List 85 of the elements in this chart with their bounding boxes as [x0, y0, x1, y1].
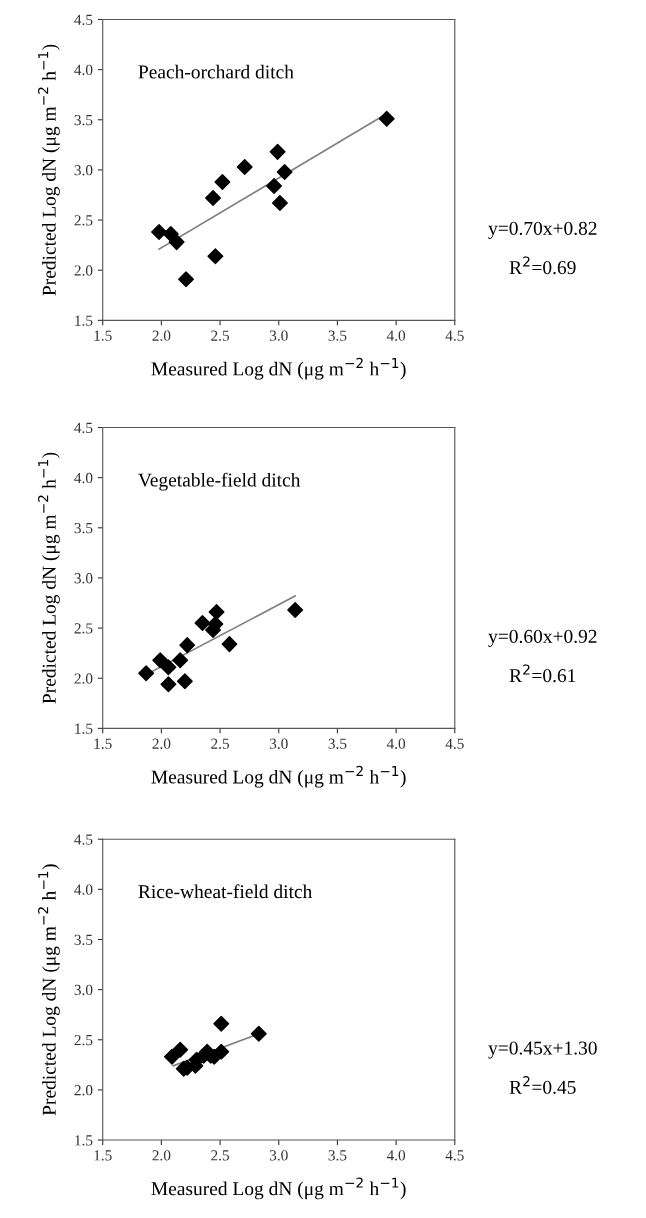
x-tick-label: 4.5 [445, 738, 464, 749]
x-tick-label: 3.5 [328, 1150, 347, 1161]
x-tick-label: 3.5 [328, 330, 347, 341]
text: R$^{2}$=0.61 [509, 664, 576, 683]
point [266, 177, 283, 194]
x-tick-label: 2.0 [152, 330, 171, 341]
point [205, 190, 222, 206]
y-tick-label: 3.5 [74, 522, 93, 534]
y-tick-label: 4.0 [74, 64, 93, 76]
y-tick-label: 2.5 [74, 623, 93, 634]
y-tick-label: 3.0 [74, 984, 93, 996]
y-tick-label: 4.5 [74, 14, 93, 26]
point [168, 234, 185, 251]
y-tick-label: 4.5 [74, 834, 93, 845]
point [160, 659, 177, 676]
point [207, 248, 224, 265]
point [138, 665, 155, 682]
x-tick-label: 2.5 [211, 330, 230, 341]
y-axis-title: Predicted Log dN (μg m$^{−2}$ h$^{−1}$) [38, 452, 60, 704]
x-tick-label: 2.5 [211, 738, 230, 749]
x-tick-label: 1.5 [94, 738, 112, 749]
text: y=0.70x+0.82 [488, 221, 597, 239]
point [176, 673, 193, 690]
y-tick-label: 2.5 [74, 215, 93, 226]
y-tick-label: 1.5 [75, 723, 93, 734]
y-tick-label: 3.0 [74, 573, 93, 584]
x-tick-label: 1.5 [94, 1150, 112, 1161]
text: R$^{2}$=0.45 [509, 1076, 576, 1094]
point [378, 110, 395, 127]
point [271, 195, 288, 211]
y-tick-label: 3.5 [74, 934, 93, 945]
point [151, 224, 168, 241]
x-tick-label: 4.0 [386, 330, 406, 341]
point [194, 615, 211, 632]
x-tick-label: 3.5 [328, 738, 347, 749]
text: Vegetable-field ditch [138, 472, 301, 491]
x-tick-label: 4.5 [445, 1150, 464, 1161]
x-tick-label: 3.0 [269, 330, 288, 341]
y-tick-label: 1.5 [75, 315, 93, 326]
x-tick-label: 2.5 [211, 1150, 230, 1161]
text: y=0.45x+1.30 [488, 1041, 597, 1059]
point [213, 1043, 230, 1060]
x-tick-label: 2.0 [152, 738, 171, 749]
y-axis-title: Predicted Log dN (μg m$^{−2}$ h$^{−1}$) [38, 44, 60, 296]
x-tick-label: 2.0 [152, 1150, 171, 1161]
text: R$^{2}$=0.69 [509, 256, 576, 275]
y-tick-label: 2.5 [74, 1034, 93, 1046]
point [276, 163, 293, 180]
x-tick-label: 3.0 [269, 738, 288, 749]
point [269, 143, 286, 160]
point [214, 173, 231, 190]
x-axis-title: Measured Log dN (μg m$^{−2}$ h$^{−1}$) [151, 1177, 406, 1200]
point [236, 158, 253, 175]
y-tick-label: 2.0 [74, 265, 93, 276]
y-tick-label: 4.5 [74, 422, 93, 434]
point [178, 271, 195, 288]
y-tick-label: 1.5 [75, 1135, 93, 1146]
x-tick-label: 1.5 [94, 330, 112, 341]
point [172, 652, 189, 669]
x-axis-title: Measured Log dN (μg m$^{−2}$ h$^{−1}$) [151, 357, 406, 380]
point [208, 604, 225, 621]
x-tick-label: 4.0 [386, 1150, 406, 1161]
text: Rice-wheat-field ditch [138, 884, 313, 899]
y-tick-label: 3.0 [74, 165, 93, 176]
y-tick-label: 4.0 [74, 884, 93, 895]
point [221, 636, 238, 653]
y-tick-label: 2.0 [74, 673, 93, 684]
point [160, 676, 177, 693]
point [213, 1015, 230, 1032]
point [172, 1041, 189, 1058]
point [163, 1048, 180, 1065]
y-tick-label: 4.0 [74, 472, 93, 484]
y-axis-title: Predicted Log dN (μg m$^{−2}$ h$^{−1}$) [38, 864, 60, 1116]
point [287, 602, 304, 619]
y-tick-label: 2.0 [74, 1085, 93, 1096]
point [152, 652, 169, 669]
text: Peach-orchard ditch [138, 64, 294, 79]
x-tick-label: 4.5 [445, 330, 464, 341]
x-tick-label: 3.0 [269, 1150, 288, 1161]
x-tick-label: 4.0 [386, 738, 406, 749]
y-tick-label: 3.5 [74, 114, 93, 126]
point [179, 637, 196, 654]
point [250, 1025, 267, 1042]
x-axis-title: Measured Log dN (μg m$^{−2}$ h$^{−1}$) [151, 765, 406, 788]
text: y=0.60x+0.92 [488, 629, 597, 647]
